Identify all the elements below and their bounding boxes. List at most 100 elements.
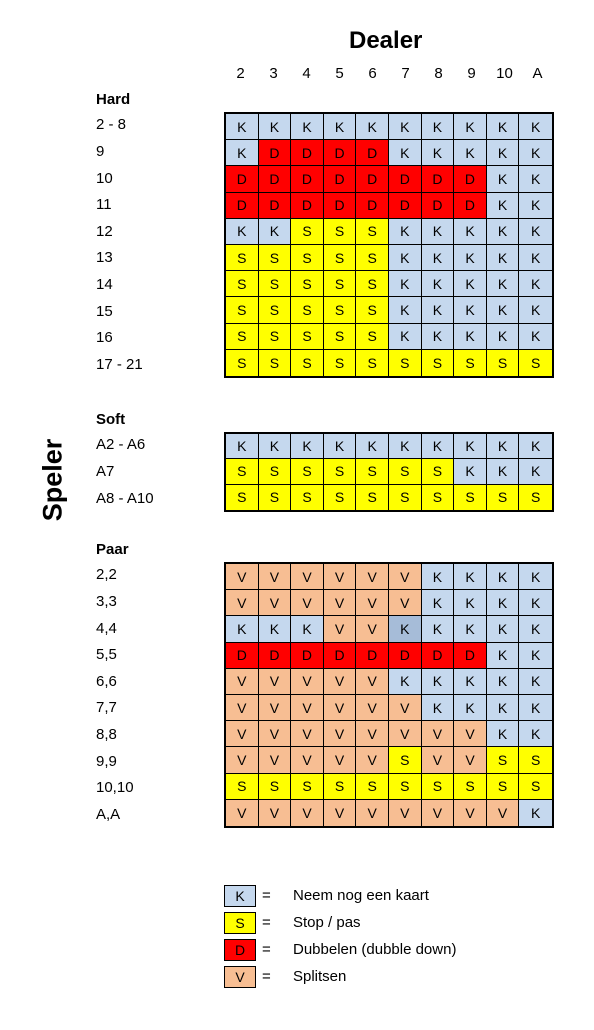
legend-equals: = xyxy=(262,887,271,904)
legend-text: Splitsen xyxy=(293,968,347,985)
strategy-cell: V xyxy=(388,564,422,591)
strategy-cell: K xyxy=(486,114,520,141)
strategy-cell: K xyxy=(258,218,292,245)
strategy-cell: K xyxy=(291,434,324,460)
row-label: 10 xyxy=(96,169,113,187)
strategy-cell: V xyxy=(356,668,389,695)
strategy-cell: K xyxy=(519,166,552,193)
strategy-cell: S xyxy=(226,349,259,376)
strategy-cell: K xyxy=(454,459,487,485)
strategy-cell: V xyxy=(356,616,389,643)
strategy-cell: S xyxy=(323,297,357,324)
dealer-col-8: 8 xyxy=(434,65,443,82)
strategy-cell: V xyxy=(486,799,520,826)
strategy-cell: V xyxy=(226,747,259,774)
strategy-cell: K xyxy=(388,114,422,141)
strategy-cell: S xyxy=(258,484,292,510)
strategy-cell: K xyxy=(519,590,552,617)
strategy-cell: K xyxy=(323,434,357,460)
strategy-cell: K xyxy=(454,616,487,643)
strategy-cell: S xyxy=(323,484,357,510)
strategy-cell: K xyxy=(454,434,487,460)
strategy-cell: K xyxy=(258,616,292,643)
strategy-cell: K xyxy=(421,590,455,617)
strategy-cell: K xyxy=(519,323,552,350)
strategy-cell: D xyxy=(356,166,389,193)
strategy-cell: S xyxy=(323,459,357,485)
strategy-cell: K xyxy=(454,590,487,617)
strategy-cell: K xyxy=(519,434,552,460)
strategy-cell: K xyxy=(388,434,422,460)
strategy-cell: V xyxy=(356,799,389,826)
strategy-cell: D xyxy=(258,166,292,193)
strategy-cell: K xyxy=(388,668,422,695)
dealer-title: Dealer xyxy=(349,27,423,54)
strategy-cell: D xyxy=(291,642,324,669)
dealer-col-4: 4 xyxy=(302,65,311,82)
strategy-cell: V xyxy=(291,564,324,591)
strategy-cell: S xyxy=(291,271,324,298)
strategy-cell: V xyxy=(258,590,292,617)
strategy-cell: V xyxy=(323,668,357,695)
strategy-cell: V xyxy=(454,721,487,748)
row-label: A,A xyxy=(96,805,121,823)
strategy-cell: S xyxy=(226,245,259,272)
strategy-cell: V xyxy=(356,564,389,591)
strategy-cell: K xyxy=(226,434,259,460)
strategy-cell: V xyxy=(291,668,324,695)
strategy-cell: S xyxy=(258,271,292,298)
strategy-cell: D xyxy=(323,642,357,669)
strategy-cell: K xyxy=(388,616,422,643)
strategy-cell: S xyxy=(519,747,552,774)
strategy-cell: D xyxy=(454,192,487,219)
strategy-cell: K xyxy=(388,271,422,298)
section-title-hard: Hard xyxy=(96,91,131,108)
strategy-cell: K xyxy=(421,245,455,272)
strategy-cell: S xyxy=(454,773,487,800)
strategy-cell: V xyxy=(323,564,357,591)
legend-text: Dubbelen (dubble down) xyxy=(293,941,457,958)
strategy-cell: S xyxy=(291,484,324,510)
strategy-cell: K xyxy=(486,459,520,485)
legend-swatch-k: K xyxy=(224,885,256,907)
strategy-cell: V xyxy=(226,668,259,695)
strategy-cell: V xyxy=(258,721,292,748)
strategy-cell: S xyxy=(291,323,324,350)
row-label: 10,10 xyxy=(96,779,134,797)
strategy-cell: K xyxy=(486,564,520,591)
strategy-cell: K xyxy=(486,166,520,193)
strategy-cell: K xyxy=(454,668,487,695)
strategy-cell: K xyxy=(486,271,520,298)
strategy-cell: K xyxy=(519,721,552,748)
strategy-cell: S xyxy=(258,323,292,350)
strategy-cell: K xyxy=(454,245,487,272)
strategy-cell: D xyxy=(388,642,422,669)
row-label: 4,4 xyxy=(96,619,117,637)
strategy-cell: D xyxy=(226,192,259,219)
strategy-cell: K xyxy=(486,140,520,167)
strategy-cell: V xyxy=(291,590,324,617)
strategy-cell: K xyxy=(421,695,455,722)
strategy-cell: V xyxy=(323,747,357,774)
strategy-cell: K xyxy=(519,114,552,141)
strategy-cell: K xyxy=(519,245,552,272)
strategy-cell: K xyxy=(421,140,455,167)
row-label: 2 - 8 xyxy=(96,116,127,134)
strategy-cell: K xyxy=(486,721,520,748)
strategy-cell: S xyxy=(226,323,259,350)
strategy-cell: V xyxy=(323,695,357,722)
strategy-cell: V xyxy=(323,616,357,643)
strategy-cell: V xyxy=(421,721,455,748)
strategy-cell: K xyxy=(486,218,520,245)
strategy-cell: K xyxy=(519,668,552,695)
legend-equals: = xyxy=(262,968,271,985)
strategy-cell: D xyxy=(388,192,422,219)
strategy-cell: V xyxy=(356,590,389,617)
strategy-cell: K xyxy=(291,114,324,141)
dealer-col-7: 7 xyxy=(401,65,410,82)
strategy-cell: K xyxy=(454,297,487,324)
strategy-cell: V xyxy=(421,747,455,774)
strategy-cell: K xyxy=(454,695,487,722)
